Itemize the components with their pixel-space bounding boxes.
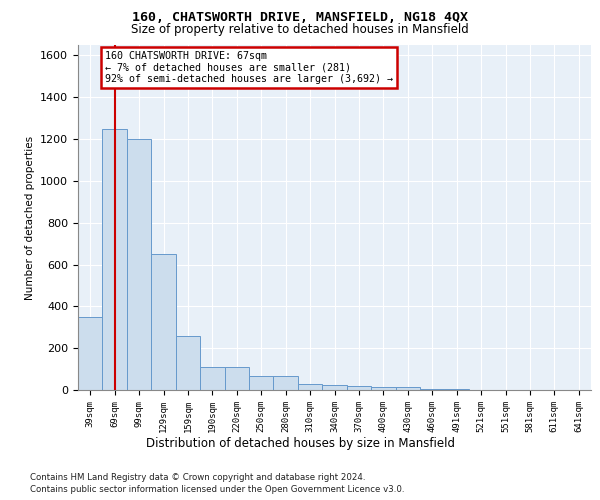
Bar — [420, 389, 445, 390]
Bar — [103, 128, 127, 390]
Text: 160, CHATSWORTH DRIVE, MANSFIELD, NG18 4QX: 160, CHATSWORTH DRIVE, MANSFIELD, NG18 4… — [132, 11, 468, 24]
Bar — [298, 384, 322, 390]
Bar — [395, 388, 420, 390]
Bar — [249, 376, 274, 390]
Y-axis label: Number of detached properties: Number of detached properties — [25, 136, 35, 300]
Bar — [176, 336, 200, 390]
Bar — [322, 385, 347, 390]
Bar — [127, 139, 151, 390]
Bar — [274, 376, 298, 390]
Bar — [347, 386, 371, 390]
Text: 160 CHATSWORTH DRIVE: 67sqm
← 7% of detached houses are smaller (281)
92% of sem: 160 CHATSWORTH DRIVE: 67sqm ← 7% of deta… — [106, 52, 394, 84]
Bar — [224, 367, 249, 390]
Text: Contains HM Land Registry data © Crown copyright and database right 2024.: Contains HM Land Registry data © Crown c… — [30, 472, 365, 482]
Text: Contains public sector information licensed under the Open Government Licence v3: Contains public sector information licen… — [30, 485, 404, 494]
Text: Size of property relative to detached houses in Mansfield: Size of property relative to detached ho… — [131, 22, 469, 36]
Text: Distribution of detached houses by size in Mansfield: Distribution of detached houses by size … — [146, 438, 455, 450]
Bar — [371, 388, 395, 390]
Bar — [78, 317, 103, 390]
Bar — [151, 254, 176, 390]
Bar — [200, 367, 224, 390]
